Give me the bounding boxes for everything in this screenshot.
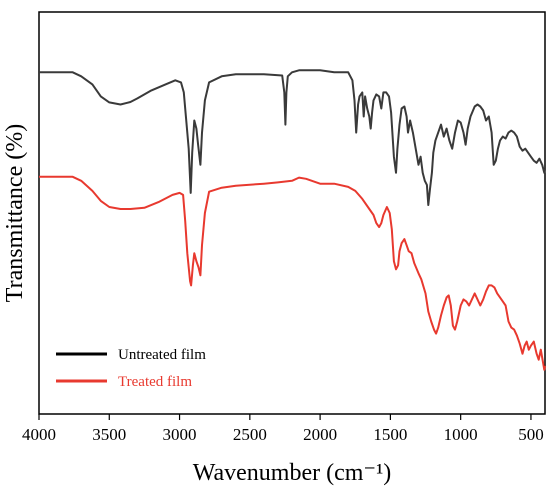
x-tick-label: 3500: [92, 425, 126, 444]
x-tick-label: 2000: [303, 425, 337, 444]
x-tick-label: 1500: [373, 425, 407, 444]
x-axis-ticks: 4000 3500 3000 2500 2000 1500 1000 500: [22, 414, 544, 444]
series-line-treated: [39, 175, 546, 371]
x-tick-label: 4000: [22, 425, 56, 444]
x-tick-label: 500: [518, 425, 544, 444]
legend-label-untreated: Untreated film: [118, 347, 206, 363]
x-tick-label: 2500: [233, 425, 267, 444]
x-tick-label: 3000: [163, 425, 197, 444]
legend: Untreated film Treated film: [56, 347, 206, 390]
y-axis-title: Transmittance (%): [2, 124, 28, 302]
x-axis-title: Wavenumber (cm⁻¹): [193, 460, 392, 486]
plot-frame: [38, 11, 546, 415]
legend-label-treated: Treated film: [118, 374, 192, 390]
x-tick-label: 1000: [444, 425, 478, 444]
series-line-untreated: [39, 69, 546, 206]
series-layer: [39, 69, 546, 371]
